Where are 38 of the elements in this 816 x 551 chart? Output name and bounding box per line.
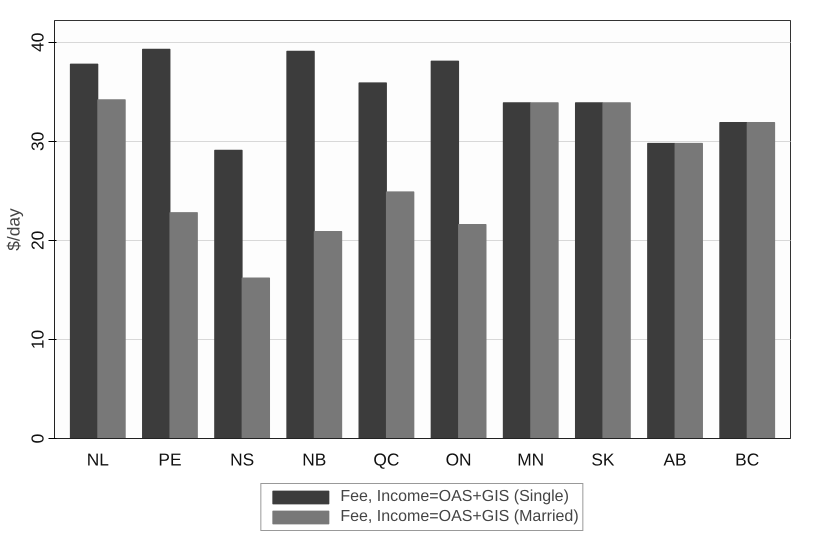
bar bbox=[358, 82, 387, 438]
bar bbox=[458, 224, 486, 438]
legend-label: Fee, Income=OAS+GIS (Single) bbox=[340, 488, 569, 506]
bar bbox=[214, 150, 243, 438]
x-tick-label: MN bbox=[517, 450, 544, 470]
y-tick-label: 10 bbox=[28, 330, 48, 350]
bar bbox=[674, 142, 703, 438]
bar bbox=[647, 142, 676, 438]
bar bbox=[386, 191, 414, 438]
bar bbox=[169, 212, 198, 438]
bar bbox=[142, 48, 170, 438]
bar bbox=[314, 230, 342, 438]
x-tick-label: NB bbox=[302, 450, 326, 470]
y-tick-label: 40 bbox=[28, 32, 48, 52]
bar bbox=[242, 278, 270, 438]
bar bbox=[70, 64, 98, 438]
bar bbox=[746, 122, 776, 438]
bar bbox=[530, 102, 559, 438]
y-tick-label: 30 bbox=[28, 132, 48, 151]
bar bbox=[602, 102, 631, 438]
x-tick-label: NS bbox=[230, 450, 254, 470]
x-tick-label: SK bbox=[591, 450, 615, 470]
x-tick-label: BC bbox=[735, 450, 760, 470]
y-tick-label: 0 bbox=[28, 434, 48, 444]
x-tick-label: AB bbox=[663, 450, 687, 470]
bar bbox=[719, 122, 748, 438]
bar bbox=[97, 99, 126, 438]
x-tick-label: PE bbox=[158, 450, 182, 470]
x-tick-label: NL bbox=[86, 450, 110, 470]
x-tick-label: QC bbox=[373, 450, 400, 470]
bar bbox=[286, 50, 315, 438]
bar bbox=[574, 102, 604, 438]
y-tick-label: 20 bbox=[28, 230, 48, 250]
bar bbox=[430, 60, 460, 438]
legend-label: Fee, Income=OAS+GIS (Married) bbox=[340, 508, 579, 526]
x-tick-label: ON bbox=[446, 450, 472, 470]
y-axis-title: $/day bbox=[4, 208, 24, 251]
bar bbox=[502, 102, 532, 438]
